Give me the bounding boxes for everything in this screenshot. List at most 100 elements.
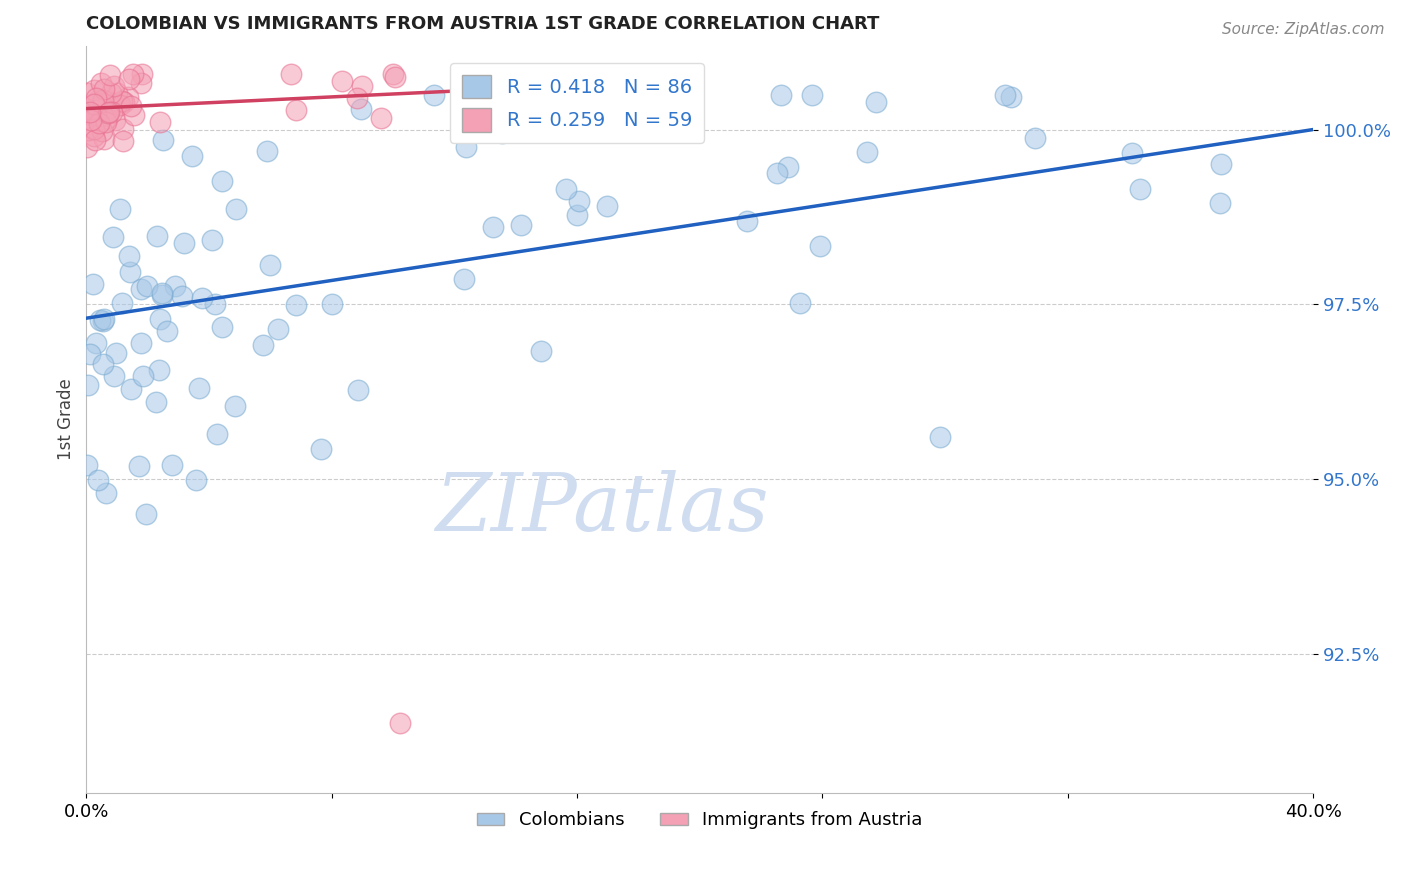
Point [156, 324, 179, 338]
Point [76, 87, 98, 101]
Point [122, 67, 145, 81]
Point [135, 507, 157, 521]
Point [111, 121, 134, 136]
Point [389, 716, 412, 731]
Point [118, 249, 141, 263]
Point [83, 83, 105, 97]
Point [111, 134, 134, 148]
Point [104, 346, 127, 360]
Point [422, 87, 444, 102]
Point [184, 473, 207, 487]
Point [311, 442, 333, 457]
Point [76, 458, 98, 472]
Point [91, 109, 114, 123]
Point [865, 95, 887, 109]
Point [994, 87, 1017, 102]
Point [855, 145, 877, 160]
Point [801, 87, 824, 102]
Point [136, 279, 159, 293]
Point [1121, 145, 1143, 160]
Point [91, 357, 114, 371]
Point [131, 67, 153, 81]
Point [568, 194, 591, 208]
Point [131, 336, 153, 351]
Point [321, 297, 343, 311]
Point [118, 265, 141, 279]
Point [204, 296, 226, 310]
Point [97, 104, 120, 119]
Point [107, 86, 129, 100]
Point [1211, 156, 1233, 170]
Point [79, 111, 101, 125]
Point [84, 133, 107, 147]
Point [370, 111, 392, 125]
Point [453, 272, 475, 286]
Point [172, 289, 194, 303]
Point [565, 208, 588, 222]
Point [259, 259, 281, 273]
Point [554, 182, 576, 196]
Point [128, 458, 150, 473]
Point [225, 202, 247, 217]
Point [96, 111, 118, 125]
Point [929, 430, 952, 444]
Point [90, 76, 112, 90]
Point [766, 166, 789, 180]
Point [83, 122, 105, 136]
Point [207, 426, 229, 441]
Point [91, 314, 114, 328]
Point [84, 336, 107, 351]
Point [91, 93, 114, 107]
Point [93, 312, 115, 326]
Point [80, 107, 103, 121]
Point [82, 120, 104, 135]
Point [152, 133, 174, 147]
Point [110, 97, 132, 112]
Legend: Colombians, Immigrants from Austria: Colombians, Immigrants from Austria [470, 805, 929, 837]
Point [101, 96, 124, 111]
Point [162, 458, 184, 472]
Point [117, 89, 139, 103]
Point [104, 113, 127, 128]
Point [76, 140, 98, 154]
Point [77, 377, 100, 392]
Point [87, 116, 110, 130]
Point [79, 113, 101, 128]
Point [131, 282, 153, 296]
Point [87, 473, 110, 487]
Point [111, 295, 134, 310]
Point [79, 105, 101, 120]
Point [330, 73, 353, 87]
Point [100, 68, 122, 82]
Point [77, 123, 100, 137]
Point [93, 131, 115, 145]
Point [108, 202, 131, 217]
Point [285, 297, 308, 311]
Point [79, 347, 101, 361]
Point [93, 82, 115, 96]
Point [347, 384, 370, 398]
Point [103, 78, 125, 93]
Point [120, 382, 142, 396]
Point [224, 399, 246, 413]
Point [145, 395, 167, 409]
Point [280, 67, 302, 81]
Point [120, 99, 142, 113]
Point [112, 95, 135, 110]
Point [83, 108, 105, 122]
Point [769, 87, 792, 102]
Point [491, 126, 513, 140]
Point [87, 93, 110, 107]
Point [252, 337, 274, 351]
Point [83, 128, 105, 143]
Point [101, 105, 124, 120]
Point [382, 67, 405, 81]
Point [83, 107, 105, 121]
Point [150, 285, 173, 300]
Point [82, 277, 104, 292]
Point [191, 291, 214, 305]
Point [173, 236, 195, 251]
Point [384, 70, 406, 85]
Point [129, 76, 152, 90]
Point [132, 368, 155, 383]
